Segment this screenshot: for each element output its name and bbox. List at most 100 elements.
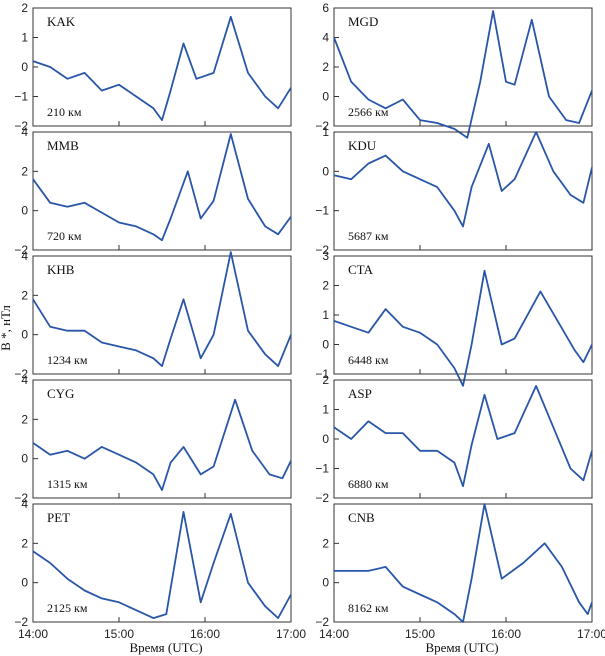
y-tick-label: 0: [322, 90, 329, 104]
series-line-mmb: [32, 133, 292, 242]
distance-label: 720 км: [47, 229, 82, 243]
y-axis-title: B *, нТл: [0, 305, 13, 351]
y-tick-label: 1: [21, 31, 28, 45]
panel-mgd: −2 0 2 4 6 MGD 2566 км: [315, 1, 593, 139]
distance-label: 6448 км: [348, 353, 389, 367]
series-line-kdu: [333, 131, 593, 228]
series-line-cnb: [334, 503, 593, 623]
x-tick-label: 17:00: [276, 627, 306, 641]
distance-label: 1234 км: [47, 353, 88, 367]
x-axis-title-left: Время (UTC): [129, 640, 202, 655]
y-tick-label: −2: [14, 615, 28, 629]
station-label: KDU: [348, 138, 377, 153]
x-tick-label: 16:00: [491, 627, 521, 641]
distance-label: 8162 км: [348, 601, 389, 615]
distance-label: 1315 км: [47, 477, 88, 491]
y-tick-label: −1: [14, 90, 28, 104]
y-tick-label: −2: [315, 615, 329, 629]
y-tick-label: 0: [21, 204, 28, 218]
y-tick-label: −2: [315, 491, 329, 505]
station-label: CNB: [348, 510, 375, 525]
panel-khb: −2 0 2 4 KHB 1234 км: [14, 249, 292, 381]
station-label: KHB: [47, 262, 75, 277]
station-label: MMB: [47, 138, 79, 153]
y-tick-label: 4: [21, 125, 28, 139]
y-tick-label: 4: [21, 497, 28, 511]
series-line-mgd: [333, 10, 593, 139]
y-tick-label: 0: [322, 432, 329, 446]
y-tick-label: 2: [21, 1, 28, 15]
panel-cnb: −2 0 2 14:00 15:00 16:00 17:00 CNB 8162 км: [315, 503, 605, 641]
y-tick-label: 0: [21, 452, 28, 466]
y-tick-label: 2: [21, 412, 28, 426]
series-line-pet: [32, 511, 292, 619]
y-tick-label: 1: [322, 308, 329, 322]
panel-kak: −2 −1 0 1 2 KAK 210 км: [14, 1, 292, 133]
panel-mmb: −2 0 2 4 MMB 720 км: [14, 125, 292, 257]
y-tick-label: 2: [322, 536, 329, 550]
x-tick-label: 14:00: [18, 627, 48, 641]
x-tick-label: 16:00: [190, 627, 220, 641]
x-tick-label: 15:00: [104, 627, 134, 641]
y-tick-label: −1: [315, 462, 329, 476]
station-label: PET: [47, 510, 70, 525]
y-tick-label: 4: [21, 249, 28, 263]
y-tick-label: −2: [14, 491, 28, 505]
x-axis-title-right: Время (UTC): [425, 640, 498, 655]
y-tick-label: 2: [322, 373, 329, 387]
y-tick-label: 0: [21, 576, 28, 590]
y-tick-label: 0: [21, 60, 28, 74]
panel-frame: [32, 131, 292, 251]
distance-label: 210 км: [47, 105, 82, 119]
y-tick-label: 2: [21, 164, 28, 178]
y-tick-label: 6: [322, 1, 329, 15]
y-tick-label: 2: [322, 279, 329, 293]
panel-frame: [333, 131, 593, 251]
panel-frame: [32, 379, 292, 499]
y-tick-label: −2: [14, 367, 28, 381]
distance-label: 2125 км: [47, 601, 88, 615]
x-tick-label: 14:00: [319, 627, 349, 641]
panel-cyg: −2 0 2 4 CYG 1315 км: [14, 373, 292, 505]
panel-frame: [32, 255, 292, 375]
y-tick-label: −2: [315, 243, 329, 257]
y-tick-label: 4: [21, 373, 28, 387]
y-tick-label: 0: [322, 576, 329, 590]
y-tick-label: −2: [315, 119, 329, 133]
station-label: CYG: [47, 386, 74, 401]
y-tick-label: −2: [14, 243, 28, 257]
series-line-khb: [32, 251, 292, 367]
y-tick-label: 3: [322, 249, 329, 263]
series-line-cta: [333, 269, 593, 387]
y-tick-label: 2: [322, 60, 329, 74]
x-tick-label: 15:00: [405, 627, 435, 641]
y-tick-label: −2: [14, 119, 28, 133]
station-label: MGD: [348, 14, 378, 29]
y-tick-label: 0: [322, 164, 329, 178]
y-tick-label: 2: [21, 288, 28, 302]
x-tick-label: 17:00: [577, 627, 605, 641]
panel-asp: −2 −1 0 1 2 ASP 6880 км: [315, 373, 593, 505]
y-tick-label: 1: [322, 403, 329, 417]
y-tick-label: −1: [315, 367, 329, 381]
panel-pet: −2 0 2 4 14:00 15:00 16:00 17:00 PET 2125 км: [14, 497, 306, 641]
station-label: CTA: [348, 262, 374, 277]
y-tick-label: 1: [322, 125, 329, 139]
panel-frame: [32, 503, 292, 623]
station-label: ASP: [348, 386, 372, 401]
y-tick-label: 4: [322, 31, 329, 45]
series-line-asp: [333, 385, 593, 488]
y-tick-label: 0: [21, 328, 28, 342]
y-tick-label: 2: [21, 536, 28, 550]
panels: −2 −1 0 1 2 KAK 210 км −2 0 2 4 6 MGD 2566 км −2 0 2 4 MMB…: [14, 1, 605, 641]
distance-label: 6880 км: [348, 477, 389, 491]
y-tick-label: 0: [322, 338, 329, 352]
panel-kdu: −2 −1 0 1 KDU 5687 км: [315, 125, 593, 257]
y-tick-label: −1: [315, 204, 329, 218]
series-line-kak: [32, 15, 292, 121]
series-line-cyg: [32, 398, 292, 491]
distance-label: 2566 км: [348, 105, 389, 119]
station-label: KAK: [47, 14, 76, 29]
distance-label: 5687 км: [348, 229, 389, 243]
